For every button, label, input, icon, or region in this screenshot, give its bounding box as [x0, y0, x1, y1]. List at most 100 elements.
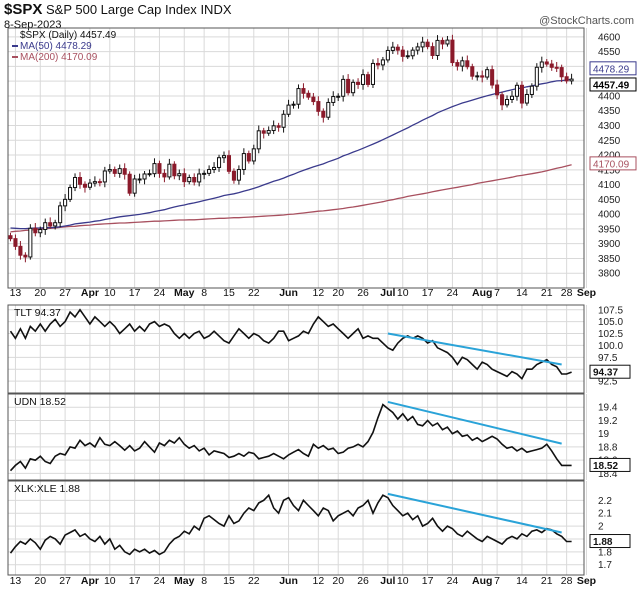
- x-tick-label: Sep: [577, 575, 596, 587]
- x-tick-label: Apr: [81, 287, 99, 299]
- candle-body: [117, 168, 122, 174]
- ma50-line: [10, 78, 572, 230]
- spx-ytick-label: 4150: [598, 165, 621, 176]
- candle-body: [306, 92, 311, 98]
- candle-body: [63, 198, 68, 207]
- tlt-ytick-label: 100.0: [598, 341, 623, 352]
- x-tick-label: Jul: [380, 287, 395, 299]
- udn-ytick-label: 18.8: [598, 442, 618, 453]
- last-price-flag-label: 4457.49: [593, 80, 630, 91]
- candle-body: [351, 81, 356, 94]
- x-tick-label: Sep: [577, 287, 596, 299]
- x-tick-label: 22: [248, 287, 260, 299]
- candle-body: [246, 153, 251, 162]
- candle-body: [212, 166, 217, 171]
- candle-body: [226, 155, 232, 172]
- ma200-line: [10, 164, 572, 233]
- udn-ytick-label: 19.4: [598, 403, 618, 414]
- spx-ytick-label: 4400: [598, 91, 621, 102]
- candle-body: [504, 99, 510, 106]
- candle-body: [276, 125, 281, 128]
- candle-body: [549, 63, 554, 68]
- candle-body: [18, 245, 23, 256]
- candle-body: [346, 78, 351, 94]
- candle-body: [48, 222, 53, 227]
- candle-body: [33, 227, 38, 234]
- xlk-xle-series-line: [9, 493, 572, 556]
- x-tick-label: 21: [541, 287, 553, 299]
- x-tick-label: 10: [397, 575, 409, 587]
- x-tick-label: 15: [223, 287, 235, 299]
- x-tick-label: 17: [129, 575, 141, 587]
- udn-panel-title: UDN 18.52: [14, 396, 66, 408]
- candle-body: [43, 222, 48, 230]
- candle-body: [92, 181, 97, 184]
- candle-body: [460, 60, 465, 67]
- tlt-ytick-label: 92.5: [598, 377, 618, 388]
- x-tick-label: Apr: [81, 575, 99, 587]
- candle-body: [365, 74, 371, 85]
- candle-body: [53, 222, 58, 227]
- udn-ytick-label: 19.2: [598, 416, 618, 427]
- candle-body: [266, 130, 271, 134]
- x-tick-label: 27: [59, 287, 71, 299]
- candle-body: [480, 75, 485, 78]
- candle-body: [286, 104, 291, 115]
- candle-body: [445, 39, 450, 45]
- candle-body: [28, 227, 33, 258]
- udn-trendline: [387, 400, 562, 445]
- tlt-trendline: [387, 332, 562, 366]
- xlk-xle-last-value-box: [589, 534, 631, 549]
- legend-label: MA(50) 4478.29: [20, 41, 92, 52]
- tlt-last-value: 94.37: [593, 368, 618, 379]
- candle-body: [375, 62, 380, 66]
- tlt-panel-frame: [7, 304, 585, 394]
- candle-body: [197, 173, 202, 183]
- candle-body: [554, 66, 559, 69]
- candle-body: [529, 85, 534, 95]
- candle-body: [281, 113, 286, 128]
- udn-ytick-label: 19: [598, 429, 610, 440]
- candle-body: [241, 153, 246, 171]
- spx-ytick-label: 4050: [598, 195, 621, 206]
- chart-title: $SPX S&P 500 Large Cap Index INDX: [4, 1, 232, 18]
- spx-ytick-label: 3950: [598, 224, 621, 235]
- spx-ytick-label: 4550: [598, 47, 621, 58]
- candle-body: [420, 41, 425, 48]
- tlt-ytick-label: 105.0: [598, 317, 623, 328]
- tlt-ytick-label: 97.5: [598, 353, 618, 364]
- x-tick-label: 17: [422, 575, 434, 587]
- legend-label: MA(200) 4170.09: [20, 52, 98, 63]
- candle-body: [500, 94, 505, 106]
- candle-body: [112, 169, 117, 174]
- candle-body: [380, 59, 385, 66]
- x-tick-label: 24: [447, 287, 459, 299]
- xlk-xle-ytick-label: 2: [598, 522, 604, 533]
- candle-body: [430, 46, 435, 56]
- x-tick-label: 26: [357, 575, 369, 587]
- candle-body: [296, 88, 301, 105]
- candle-body: [8, 235, 13, 240]
- candle-body: [122, 168, 127, 175]
- candle-body: [569, 78, 574, 82]
- candle-body: [102, 170, 107, 183]
- chart-symbol: $SPX: [4, 1, 43, 18]
- candle-body: [172, 163, 177, 177]
- candle-body: [440, 39, 445, 45]
- candle-body: [490, 69, 495, 86]
- x-tick-label: 24: [447, 575, 459, 587]
- x-tick-label: 20: [34, 287, 46, 299]
- x-tick-label: 8: [201, 287, 207, 299]
- candle-body: [77, 177, 83, 185]
- x-tick-label: 10: [104, 287, 116, 299]
- candle-body: [415, 46, 420, 51]
- x-tick-label: 15: [223, 575, 235, 587]
- candle-body: [82, 183, 88, 188]
- candle-body: [455, 62, 460, 67]
- tlt-ytick-label: 107.5: [598, 305, 623, 316]
- tlt-ytick-label: 102.5: [598, 329, 623, 340]
- candle-body: [564, 76, 569, 82]
- candle-body: [251, 148, 256, 162]
- candle-body: [152, 163, 157, 175]
- ma50-flag-label: 4478.29: [593, 64, 630, 75]
